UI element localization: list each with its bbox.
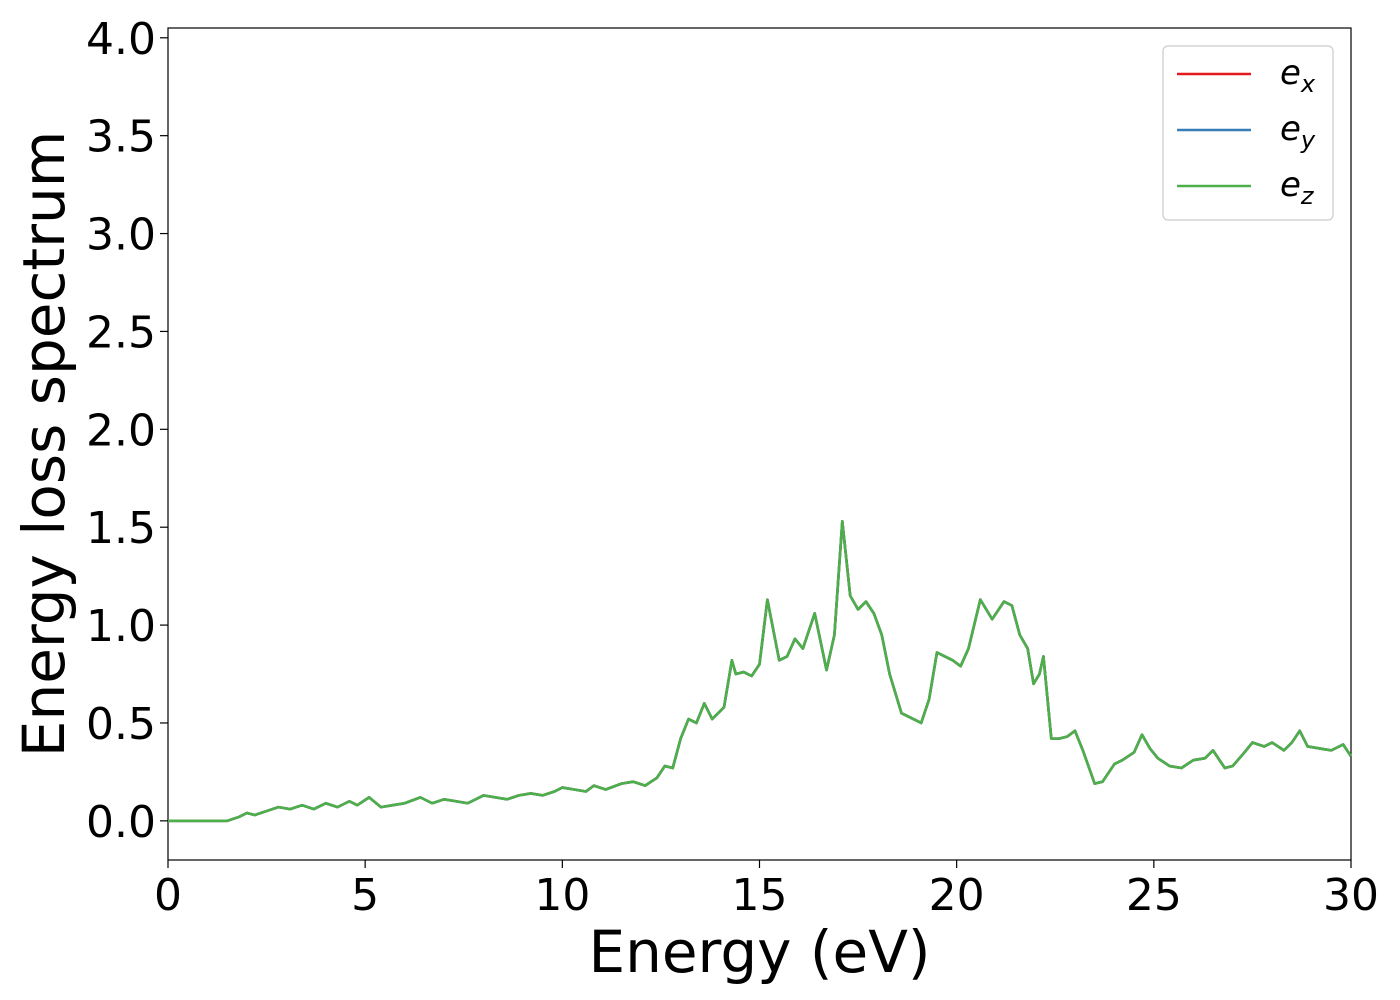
y-tick-label: 1.0	[86, 601, 156, 652]
x-axis: 0 5 10 15 20 25 30	[154, 860, 1379, 921]
series-line-z	[168, 520, 1353, 823]
x-tick-label: 0	[154, 870, 182, 921]
series-lines	[168, 520, 1353, 823]
x-tick-label: 15	[732, 870, 788, 921]
y-tick-label: 4.0	[86, 14, 156, 65]
y-tick-label: 3.0	[86, 210, 156, 261]
y-tick-label: 0.0	[86, 797, 156, 848]
y-tick-label: 1.5	[86, 503, 156, 554]
legend-label-y: ey	[1280, 109, 1316, 154]
x-tick-label: 10	[534, 870, 590, 921]
y-axis-title: Energy loss spectrum	[10, 131, 78, 757]
y-axis: 0.0 0.5 1.0 1.5 2.0 2.5 3.0 3.5 4.0	[86, 14, 168, 848]
x-tick-label: 20	[929, 870, 985, 921]
y-tick-label: 2.5	[86, 307, 156, 358]
x-tick-label: 30	[1323, 870, 1379, 921]
y-tick-label: 2.0	[86, 405, 156, 456]
legend-label-x: ex	[1280, 53, 1316, 98]
legend-box	[1162, 45, 1334, 221]
legend: ex ey ez	[1162, 45, 1334, 221]
y-tick-label: 0.5	[86, 699, 156, 750]
y-tick-label: 3.5	[86, 112, 156, 163]
x-tick-label: 25	[1126, 870, 1182, 921]
x-tick-label: 5	[351, 870, 379, 921]
legend-label-z: ez	[1280, 165, 1315, 210]
x-axis-title: Energy (eV)	[588, 918, 930, 986]
